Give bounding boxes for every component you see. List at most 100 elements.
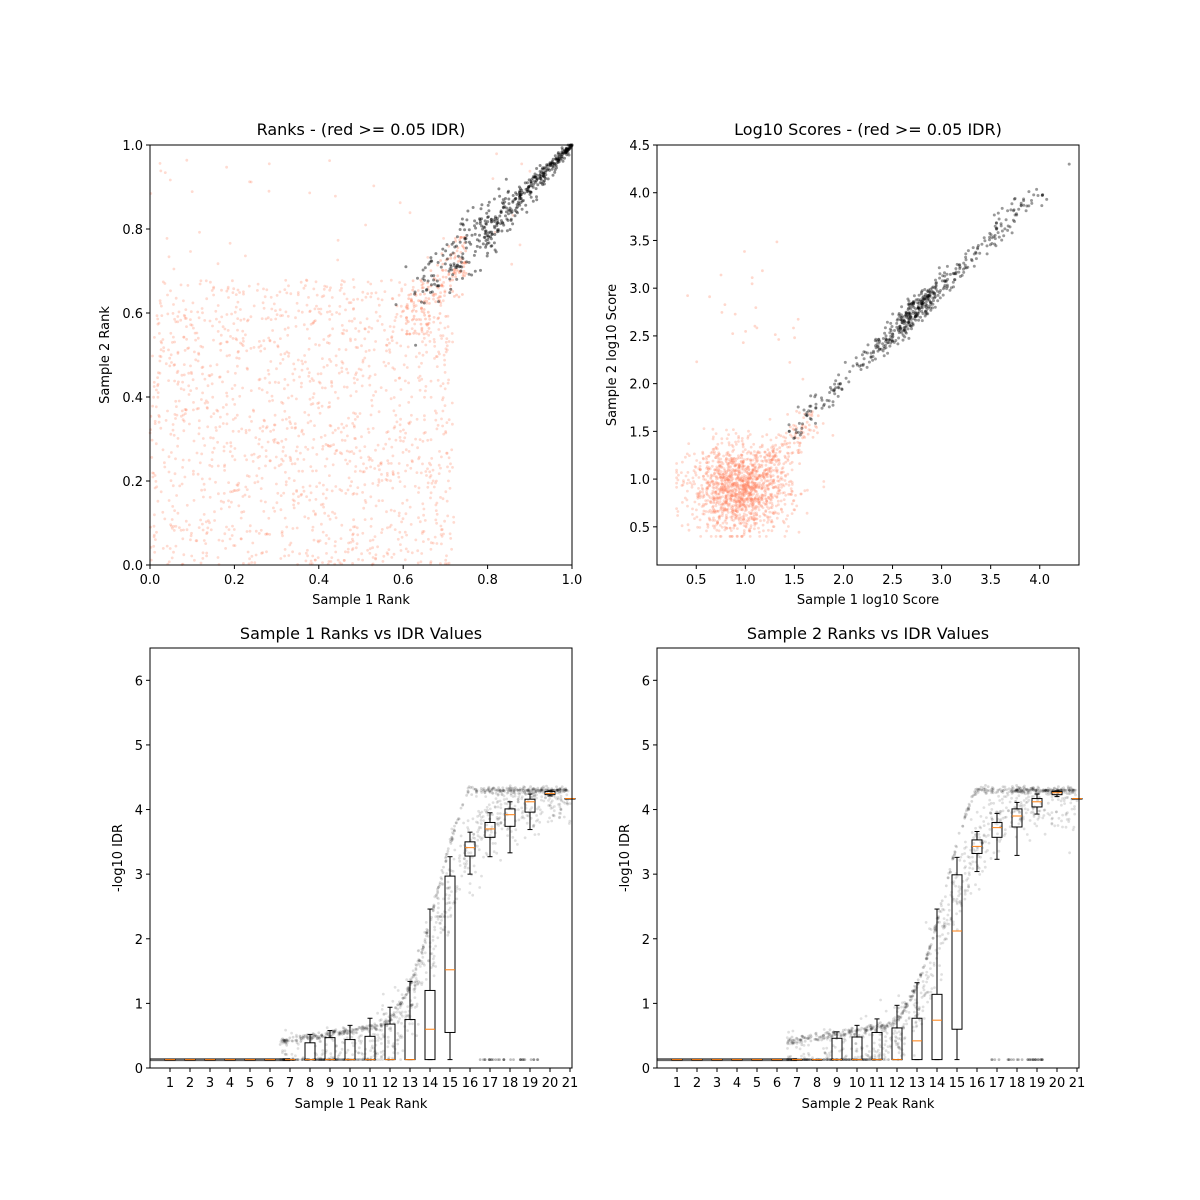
data-point [789,487,793,491]
data-point [210,289,214,292]
data-point [439,524,443,528]
data-point [327,334,330,338]
data-point [514,828,518,832]
data-point [490,219,494,223]
data-point [225,422,229,426]
data-point [708,295,711,299]
data-point [309,322,313,326]
data-point [237,488,241,492]
data-point [182,413,185,417]
panel-ranks-scatter: Ranks - (red >= 0.05 IDR) 0.0 0.2 0.4 0.6 0.… [98,120,582,608]
data-point [429,463,433,467]
data-point [486,215,490,219]
data-point [710,464,714,468]
data-point [744,485,748,489]
data-point [934,281,938,285]
data-point [558,802,562,806]
x-tick-label: 2.0 [833,573,854,588]
data-point [764,502,768,506]
data-point [814,421,817,425]
data-point [393,425,397,429]
data-point [411,279,415,283]
data-point [383,328,386,332]
data-point [439,466,442,470]
data-point [313,319,317,322]
data-point [756,497,760,501]
data-point [563,149,566,153]
data-point [696,525,699,529]
data-point [1030,199,1033,202]
data-point [805,511,809,515]
data-point [170,556,174,560]
data-point [716,501,719,504]
data-point [764,535,768,538]
data-point [345,367,348,371]
data-point [966,249,970,253]
data-point [197,432,201,436]
data-point [518,203,522,207]
data-point [675,471,678,474]
data-point [179,283,183,287]
data-point [440,284,443,288]
data-point [899,318,903,322]
data-point [734,464,737,468]
data-point [321,492,325,496]
data-point [445,499,449,503]
data-point [352,285,356,289]
data-point [390,445,394,449]
data-point [182,388,186,392]
data-point [423,266,427,270]
data-point [311,396,315,399]
data-point [223,469,227,472]
data-point [964,252,968,256]
data-point [416,549,420,553]
data-point [728,526,732,530]
data-point [738,505,741,509]
data-point [361,374,365,378]
data-point [232,489,236,492]
data-point [777,486,781,489]
data-point [427,288,430,292]
data-point [1017,207,1021,211]
data-point [308,309,312,313]
data-point [307,516,310,520]
data-point [543,175,547,179]
data-point [326,310,329,314]
data-point [777,479,781,483]
data-point [390,336,393,340]
data-point [1024,209,1028,213]
data-point [457,295,461,299]
data-point [456,260,460,263]
data-point [323,386,327,390]
data-point [352,424,356,427]
data-point [357,329,361,333]
data-point [772,481,776,485]
data-point [420,300,423,304]
data-point [287,396,290,400]
data-point [328,358,331,361]
data-point [753,527,756,531]
data-point [190,372,194,375]
data-point [399,344,403,348]
data-point [248,180,252,184]
data-point [437,316,440,320]
data-point [804,426,808,429]
data-point [954,267,958,271]
data-point [422,431,426,435]
data-point [328,288,332,292]
data-point [160,304,163,308]
data-point [787,455,791,458]
data-point [726,463,730,466]
data-point [264,532,267,536]
data-point [253,561,257,565]
data-point [755,326,759,330]
data-point [389,397,393,401]
data-point [785,517,788,521]
data-point [494,250,498,254]
data-point [231,397,235,401]
data-point [435,512,439,516]
data-point [428,340,432,343]
data-point [938,276,942,280]
data-point [397,376,401,380]
data-point [289,457,293,461]
